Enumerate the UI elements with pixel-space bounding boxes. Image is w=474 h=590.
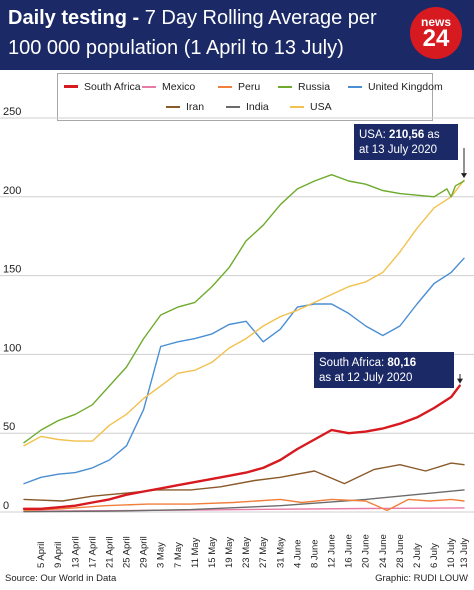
y-tick-label: 250 — [3, 106, 21, 118]
x-tick-label: 16 June — [344, 534, 355, 568]
series-line-peru — [23, 498, 465, 512]
x-tick-label: 4 June — [292, 539, 303, 568]
x-axis-tick-labels: 5 April 9 April 13 April 17 April 21 April 25… — [36, 534, 470, 568]
x-tick-label: 6 July — [429, 543, 440, 568]
callout-box — [354, 124, 458, 160]
x-tick-label: 15 May — [207, 537, 218, 568]
chart-title-bold: Daily testing - — [8, 7, 140, 29]
legend-label: United Kingdom — [368, 81, 443, 93]
legend-label: South Africa — [84, 81, 141, 93]
x-tick-label: 19 May — [224, 537, 235, 568]
series-lines — [22, 173, 465, 513]
x-tick-label: 29 April — [139, 536, 150, 568]
x-tick-label: 28 June — [395, 534, 406, 568]
legend-swatch — [64, 85, 78, 88]
x-tick-label: 9 April — [53, 542, 64, 568]
callout-south-africa: South Africa: 80,16 as at 12 July 2020 — [314, 352, 463, 388]
gridlines — [0, 117, 474, 513]
logo-word: news — [420, 15, 451, 29]
news24-logo: news 24 — [410, 7, 462, 59]
x-tick-label: 13 April — [70, 536, 81, 568]
x-tick-label: 24 June — [378, 534, 389, 568]
x-tick-label: 17 April — [87, 536, 98, 568]
y-tick-label: 100 — [3, 342, 21, 354]
callout-box — [314, 352, 454, 388]
x-tick-label: 5 April — [36, 542, 47, 568]
header-banner: Daily testing - 7 Day Rolling Average pe… — [0, 0, 474, 70]
x-tick-label: 13 July — [459, 538, 470, 568]
x-tick-label: 8 June — [309, 539, 320, 568]
series-line-india — [23, 489, 465, 513]
y-tick-label: 50 — [3, 421, 15, 433]
legend-swatch — [142, 86, 156, 88]
callout-usa: USA: 210,56 as at 13 July 2020 — [354, 124, 467, 179]
source-note: Source: Our World in Data — [5, 573, 117, 584]
legend-label: India — [246, 101, 269, 113]
y-axis-tick-labels: 0 50 100 150 200 250 — [3, 106, 21, 512]
legend-swatch — [166, 106, 180, 108]
legend-label: Iran — [186, 101, 205, 113]
callout-text-line: at 13 July 2020 — [359, 144, 437, 156]
graphic-credit: Graphic: RUDI LOUW — [375, 573, 468, 584]
legend-swatch — [278, 86, 292, 88]
x-tick-label: 27 May — [258, 537, 269, 568]
callout-text-line: USA: 210,56 as — [359, 129, 440, 141]
series-line-usa — [23, 179, 465, 447]
x-tick-label: 2 July — [412, 543, 423, 568]
legend-label: Mexico — [162, 81, 196, 93]
chart-title-rest: 7 Day Rolling Average per — [139, 7, 377, 29]
legend-label: Peru — [238, 81, 261, 93]
chart-title-line-2: 100 000 population (1 April to 13 July) — [8, 37, 344, 59]
x-tick-label: 7 May — [173, 542, 184, 568]
logo-number: 24 — [422, 25, 450, 52]
y-tick-label: 150 — [3, 264, 21, 276]
legend-label: USA — [310, 101, 332, 113]
series-line-iran — [23, 462, 465, 502]
callout-arrowhead — [457, 378, 463, 384]
x-tick-label: 11 May — [190, 537, 201, 568]
x-tick-label: 25 April — [122, 536, 133, 568]
callout-arrowhead — [461, 173, 467, 179]
legend-swatch — [290, 106, 304, 108]
x-tick-label: 3 May — [156, 542, 167, 568]
x-tick-label: 21 April — [104, 536, 115, 568]
legend-swatch — [226, 106, 240, 108]
chart-legend: South Africa Mexico Peru Russia United Kingd… — [57, 73, 443, 121]
series-line-united-kingdom — [23, 257, 465, 485]
chart-title-line-1: Daily testing - 7 Day Rolling Average pe… — [8, 6, 377, 30]
callouts: USA: 210,56 as at 13 July 2020 South Afric… — [314, 124, 467, 388]
legend-label: Russia — [298, 81, 331, 93]
y-tick-label: 200 — [3, 185, 21, 197]
x-tick-label: 12 June — [327, 534, 338, 568]
legend-swatch — [218, 86, 232, 88]
x-tick-label: 23 May — [241, 537, 252, 568]
callout-text-line: as at 12 July 2020 — [319, 372, 412, 384]
series-line-south-africa — [22, 384, 461, 510]
y-tick-label: 0 — [3, 500, 9, 512]
x-tick-label: 10 July — [446, 538, 457, 568]
callout-text-line: South Africa: 80,16 — [319, 357, 416, 369]
series-line-russia — [23, 173, 465, 444]
x-tick-label: 31 May — [275, 537, 286, 568]
legend-swatch — [348, 86, 362, 88]
x-tick-label: 20 June — [361, 534, 372, 568]
